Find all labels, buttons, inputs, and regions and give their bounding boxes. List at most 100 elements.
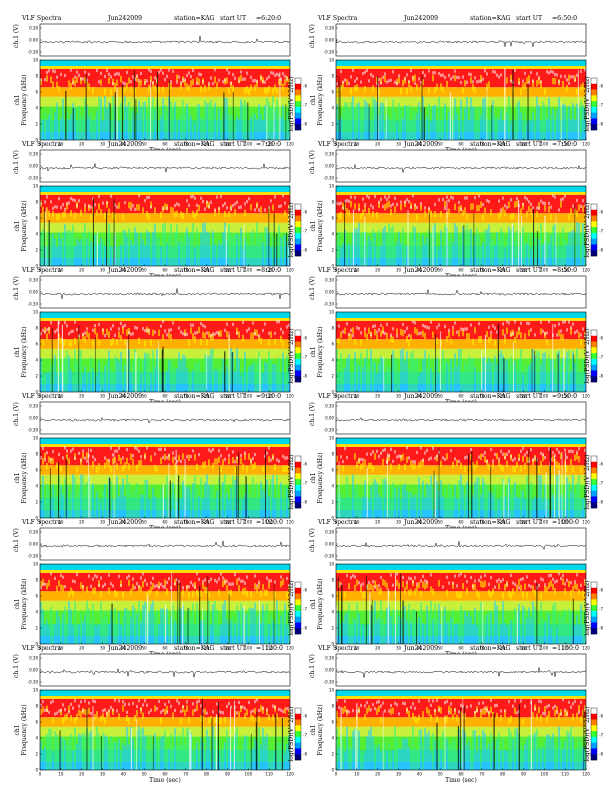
spectrum-speckle [282, 578, 284, 586]
spectrum-speckle [212, 82, 214, 86]
colorbar-tick-label: -7 [303, 355, 307, 360]
spectrum-speckle [422, 743, 424, 770]
spectrum-speckle [128, 101, 130, 140]
spectrum-speckle [580, 466, 582, 473]
colorbar-segment [591, 610, 597, 617]
spectrum-speckle [212, 333, 214, 341]
spectrum-speckle [380, 77, 382, 85]
spectrum-speckle [58, 709, 60, 713]
trace-ytick-label: 0.00 [325, 416, 334, 421]
spectrum-speckle [268, 495, 270, 518]
spectrum-speckle [512, 739, 514, 770]
spectrum-speckle [240, 603, 242, 644]
spectrum-speckle [360, 235, 362, 266]
spectrum-speckle [260, 622, 262, 644]
spectrum-speckle [454, 624, 456, 644]
spectrum-speckle [238, 79, 240, 83]
spectrum-speckle [438, 374, 440, 392]
spectrum-speckle [50, 572, 52, 576]
spectrum-speckle [186, 727, 188, 770]
spectrum-speckle [458, 459, 460, 464]
spectrum-speckle [60, 337, 62, 345]
spectrum-speckle [366, 194, 368, 198]
spectrum-speckle [368, 236, 370, 266]
spectrum-speckle [546, 611, 548, 644]
spectrum-speckle [252, 321, 254, 325]
spectrum-speckle [402, 738, 404, 770]
spectrum-speckle [568, 700, 570, 704]
spectrum-speckle [182, 240, 184, 266]
spectrum-speckle [116, 72, 118, 76]
spectrum-speckle [364, 70, 366, 74]
spectrum-speckle [260, 337, 262, 345]
spectrum-speckle [96, 491, 98, 518]
spectrum-speckle [498, 75, 500, 79]
spectrum-speckle [198, 72, 200, 76]
spectrum-speckle [76, 362, 78, 392]
freq-tick-label: 8 [331, 74, 334, 79]
spectrum-speckle [428, 87, 430, 94]
colorbar-segment [591, 605, 597, 612]
spectrum-speckle [216, 702, 218, 706]
spectrum-speckle [114, 72, 116, 77]
spectrum-speckle [82, 585, 84, 589]
spectrum-speckle [386, 751, 388, 770]
spectrum-speckle [262, 604, 264, 644]
time-tick-label: 90 [521, 646, 527, 651]
spectrum-speckle [346, 477, 348, 518]
spectrum-speckle [132, 244, 134, 266]
spectrum-speckle [160, 246, 162, 266]
spectrum-speckle [258, 727, 260, 770]
spectrum-speckle [476, 626, 478, 644]
spectrum-speckle [372, 205, 374, 210]
spectrum-speckle [458, 349, 460, 392]
spectrum-speckle [540, 746, 542, 770]
spectrum-speckle [258, 582, 260, 590]
spectrum-speckle [380, 330, 382, 337]
spectrum-speckle [46, 733, 48, 770]
spectrum-speckle [398, 463, 400, 471]
spectrum-speckle [340, 582, 342, 586]
spectrum-speckle [106, 617, 108, 644]
trace-ytick-label: 0.30 [29, 152, 38, 157]
channel-label: ch1 [14, 220, 21, 231]
spectrum-speckle [558, 450, 560, 454]
spectrum-speckle [370, 349, 372, 392]
colorbar-segment [295, 124, 301, 131]
spectrum-speckle [196, 77, 198, 84]
spectrum-speckle [362, 197, 364, 201]
spectrum-band [336, 318, 586, 321]
spectrum-speckle [286, 325, 288, 329]
trace-ytick-label: 0.30 [325, 404, 334, 409]
spectrum-speckle [464, 494, 466, 518]
spectrum-speckle [516, 711, 518, 715]
spectrum-speckle [450, 702, 452, 706]
spectrum-speckle [346, 357, 348, 392]
freq-tick-label: 6 [331, 594, 334, 599]
spectrum-speckle [188, 454, 190, 461]
spectrum-speckle [84, 336, 86, 343]
spectrum-speckle [70, 449, 72, 453]
spectrum-speckle [174, 493, 176, 518]
colorbar-segment [591, 473, 597, 480]
spectrum-speckle [48, 327, 50, 331]
spectrum-speckle [224, 328, 226, 332]
spectrum-speckle [242, 607, 244, 644]
spectrum-speckle [234, 202, 236, 206]
spectrum-speckle [164, 708, 166, 716]
spectrum-speckle [178, 326, 180, 330]
spectrum-speckle [568, 105, 570, 140]
spectrum-speckle [344, 367, 346, 392]
spectrum-speckle [420, 579, 422, 583]
spectrum-speckle [440, 366, 442, 392]
spectrum-speckle [446, 589, 448, 597]
spectrum-speckle [558, 322, 560, 326]
time-tick-label: 100 [541, 268, 549, 273]
spectrum-speckle [212, 348, 214, 392]
panel-start-label: start UT [220, 393, 247, 400]
spectrum-speckle [218, 623, 220, 644]
spectrum-speckle [462, 75, 464, 79]
spectrum-speckle [42, 582, 44, 586]
spectrum-speckle [242, 249, 244, 266]
spectrum-speckle [490, 209, 492, 216]
